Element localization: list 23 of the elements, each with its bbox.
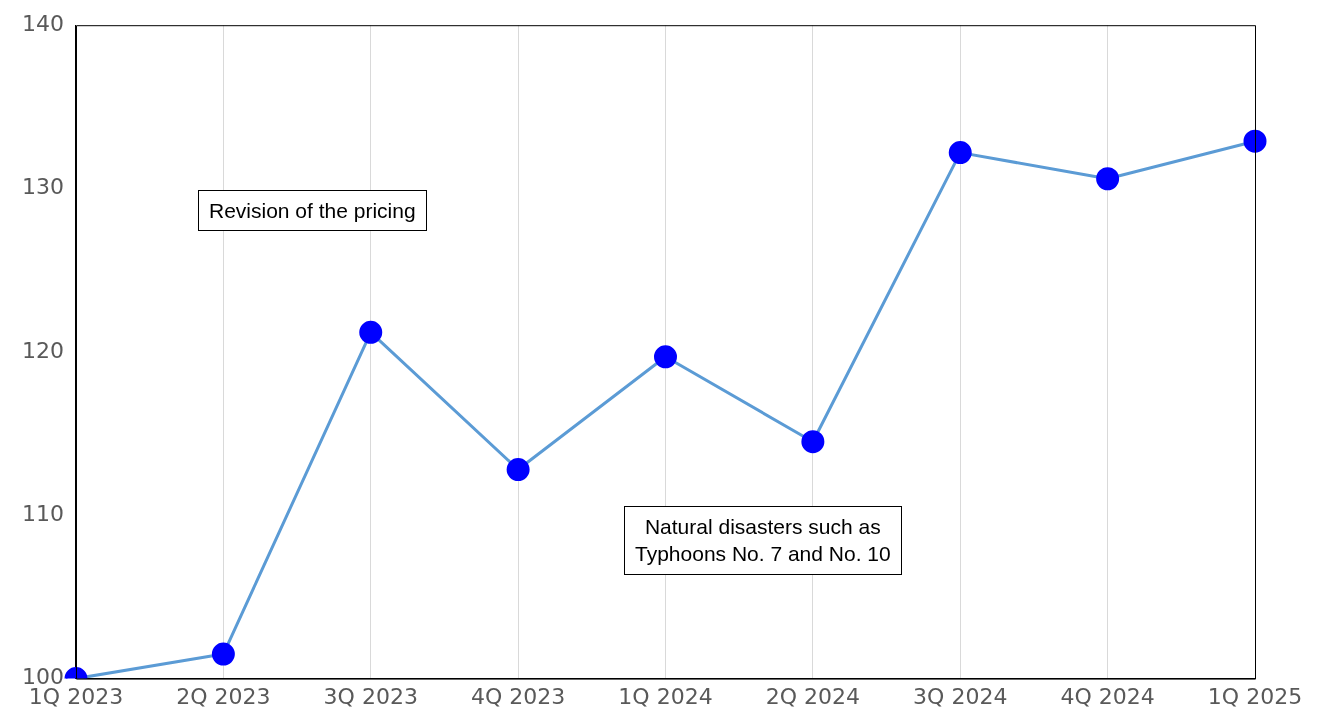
point — [801, 430, 825, 454]
point — [359, 320, 383, 344]
annotation: Revision of the pricing — [198, 190, 427, 232]
x-tick-label: 2Q 2023 — [176, 683, 271, 709]
point — [1096, 167, 1120, 191]
x-tick-label: 4Q 2024 — [1060, 683, 1155, 709]
point — [211, 642, 235, 666]
x-tick-label: 1Q 2024 — [618, 683, 713, 709]
x-tick-label: 4Q 2023 — [470, 683, 566, 709]
point — [1243, 129, 1267, 153]
x-tick-label: 1Q 2025 — [1207, 683, 1303, 709]
y-tick-label: 120 — [21, 337, 64, 363]
x-tick-label: 3Q 2024 — [913, 683, 1008, 709]
x-tick-label: 2Q 2024 — [765, 683, 861, 709]
y-tick-label: 130 — [21, 174, 64, 200]
x-tick-label: 3Q 2023 — [323, 683, 418, 709]
point — [948, 141, 972, 165]
y-tick-label: 110 — [21, 500, 64, 526]
point — [654, 345, 677, 369]
point — [506, 458, 530, 482]
y-tick-label: 140 — [21, 10, 64, 36]
annotation: Natural disasters such as Typhoons No. 7 and No. 10 — [624, 506, 902, 575]
x-tick-label: 1Q 2023 — [28, 683, 124, 709]
